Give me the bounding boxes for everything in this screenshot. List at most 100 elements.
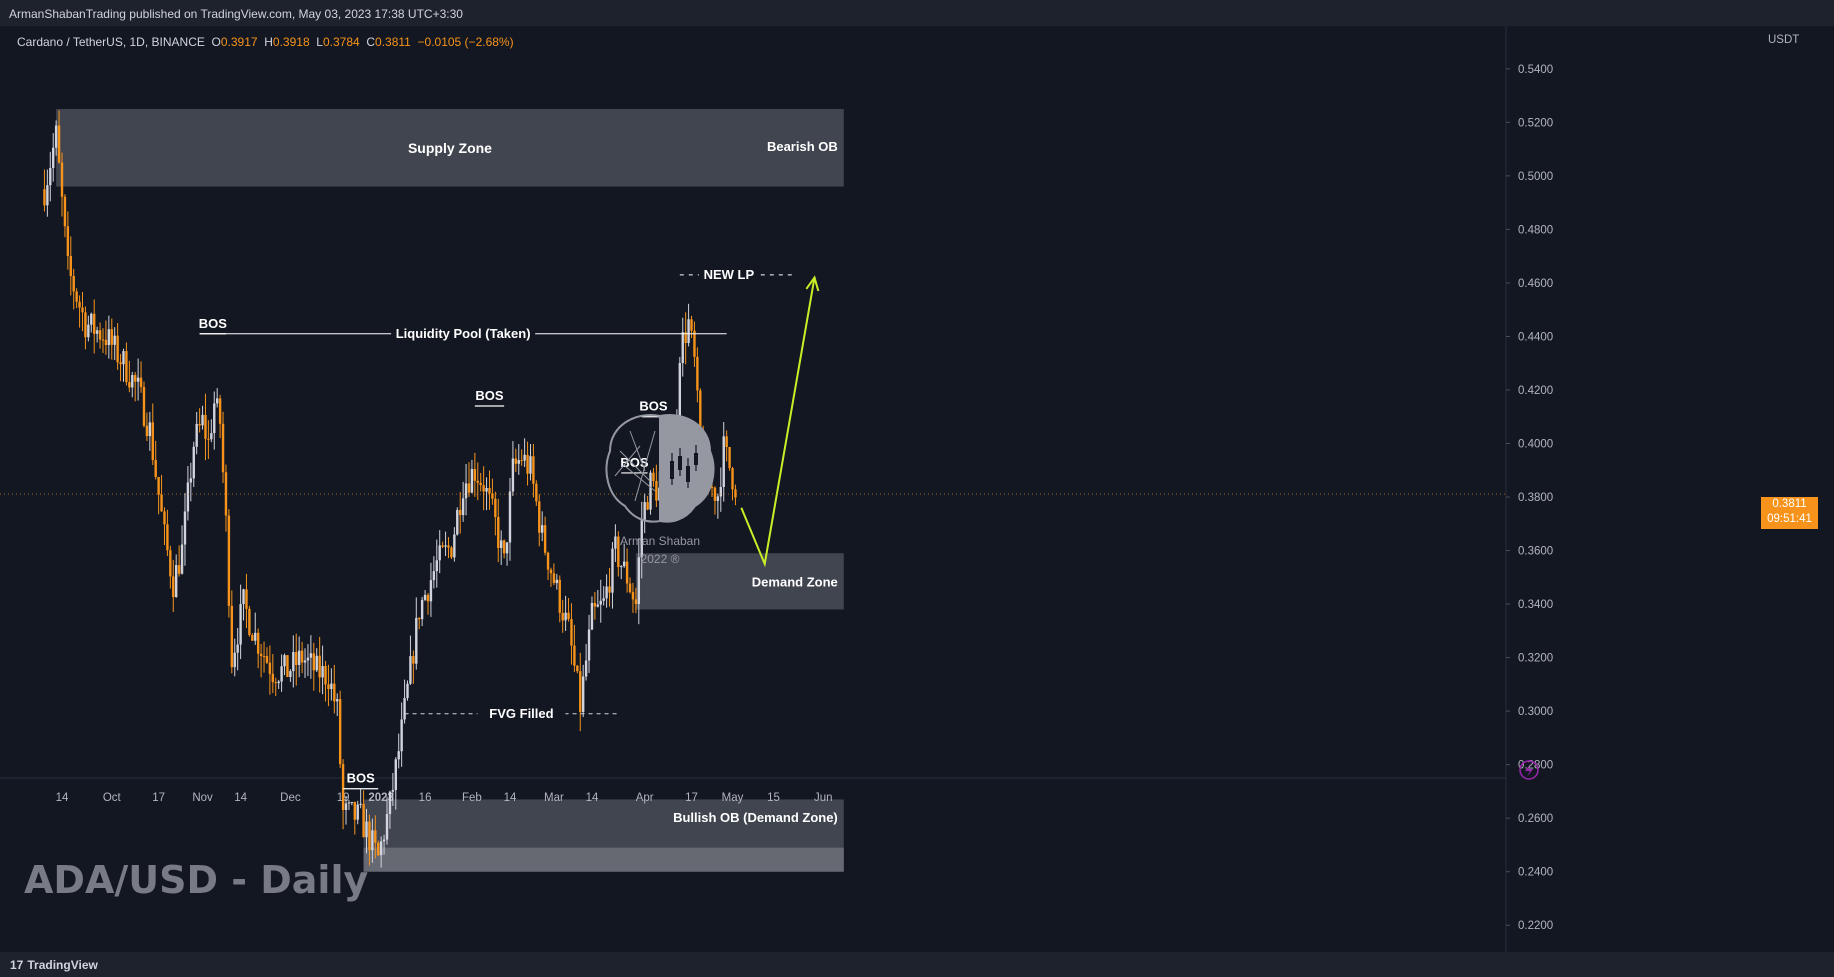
candle-body: [678, 363, 682, 423]
candle-body: [277, 681, 280, 684]
alert-bolt-icon: [1519, 760, 1539, 780]
candle-body: [113, 335, 116, 345]
candle-body: [347, 802, 351, 804]
new-lp-label: NEW LP: [704, 267, 755, 282]
y-tick-label: 0.2600: [1518, 813, 1553, 825]
bos-label: BOS: [639, 399, 668, 414]
candle-body: [382, 839, 386, 842]
x-tick-label: Dec: [280, 792, 301, 804]
candle-body: [420, 599, 424, 620]
candle-body: [511, 458, 515, 492]
candle-body: [485, 487, 488, 492]
chart-area[interactable]: 0.5400 0.5200 0.5000 0.4800 0.4600 0.4400 0.42…: [0, 26, 1834, 952]
bullish-ob-lower-band: [363, 847, 844, 872]
candle-body: [110, 329, 113, 345]
liquidity-pool-label-bg: [391, 324, 536, 343]
candle-body: [734, 489, 737, 498]
candle-body: [576, 665, 579, 672]
candle-body: [508, 491, 512, 543]
close-label: C: [366, 35, 376, 49]
candle-body: [464, 483, 468, 499]
symbol-info: Cardano / TetherUS, 1D, BINANCE O0.3917 …: [17, 35, 514, 49]
candle-body: [336, 699, 339, 702]
bearish-ob-label: Bearish OB: [767, 139, 838, 154]
x-tick-label: Oct: [103, 792, 122, 804]
candle-body: [104, 339, 108, 346]
publish-header: ArmanShabanTrading published on TradingV…: [0, 0, 1834, 26]
candle-body: [344, 803, 348, 810]
candle-body: [81, 307, 84, 313]
candle-body: [210, 433, 213, 440]
bos-label: BOS: [347, 771, 376, 786]
candle-body: [406, 683, 409, 699]
logo-year: 2022 ®: [640, 552, 680, 566]
candle-body: [84, 312, 87, 338]
candle-body: [265, 656, 269, 663]
candle-body: [710, 487, 714, 489]
x-tick-label: Jun: [814, 792, 833, 804]
supply-zone-label: Supply Zone: [408, 140, 492, 156]
candle-body: [526, 454, 529, 474]
candle-body: [233, 652, 236, 668]
candle-body: [289, 671, 292, 677]
chart-watermark-title: ADA/USD - Daily: [24, 858, 369, 902]
candle-body: [687, 319, 690, 344]
x-tick-label: 17: [685, 792, 698, 804]
candle-body: [198, 423, 201, 426]
last-price-tag: 0.3811 09:51:41: [1761, 497, 1818, 529]
candle-body: [590, 602, 594, 630]
candle-body: [546, 552, 550, 570]
candle-body: [397, 751, 400, 760]
low-value: 0.3784: [322, 35, 360, 49]
low-label: L: [316, 35, 323, 49]
candle-body: [459, 509, 462, 516]
candle-body: [573, 645, 576, 666]
tradingview-brand[interactable]: 17 TradingView: [10, 958, 98, 972]
candle-body: [327, 684, 330, 690]
candle-body: [324, 666, 327, 685]
candle-body: [356, 804, 359, 820]
candle-body: [321, 666, 324, 678]
candle-body: [646, 502, 649, 510]
candle-body: [699, 390, 702, 444]
last-price: 0.3811: [1772, 498, 1807, 510]
candle-body: [251, 635, 254, 641]
x-tick-label: Nov: [192, 792, 213, 804]
y-tick-label: 0.3000: [1518, 706, 1553, 718]
candle-body: [476, 480, 479, 483]
candle-body: [186, 482, 190, 512]
y-tick-label: 0.4800: [1518, 224, 1553, 236]
y-tick-label: 0.2200: [1518, 920, 1553, 932]
candle-body: [122, 351, 125, 365]
change-value: −0.0105 (−2.68%): [417, 35, 514, 49]
x-tick-label: 17: [152, 792, 165, 804]
candle-body: [69, 255, 72, 276]
projection-arrowhead: [805, 275, 820, 292]
candle-body: [107, 329, 111, 346]
candle-body: [400, 719, 403, 752]
candle-body: [543, 525, 547, 553]
candle-body: [166, 524, 169, 551]
candle-body: [412, 656, 415, 664]
candle-body: [625, 561, 629, 584]
candle-body: [283, 655, 286, 667]
candle-body: [227, 515, 231, 606]
y-tick-label: 0.2800: [1518, 760, 1553, 772]
candle-body: [681, 332, 684, 364]
candle-body: [391, 789, 395, 792]
candle-body: [254, 632, 257, 641]
currency-label: USDT: [1768, 34, 1800, 46]
publish-info: ArmanShabanTrading published on TradingV…: [9, 7, 463, 21]
candle-body: [271, 673, 275, 683]
symbol-name: Cardano / TetherUS, 1D, BINANCE: [17, 35, 205, 49]
candle-body: [330, 683, 333, 690]
candle-body: [602, 598, 605, 601]
candle-body: [221, 423, 225, 473]
candle-body: [139, 377, 143, 387]
y-tick-label: 0.3400: [1518, 599, 1553, 611]
high-label: H: [264, 35, 273, 49]
candle-body: [350, 801, 354, 803]
candlestick-chart[interactable]: 0.5400 0.5200 0.5000 0.4800 0.4600 0.4400 0.42…: [0, 26, 1834, 952]
candle-body: [371, 830, 374, 851]
y-tick-label: 0.4200: [1518, 385, 1553, 397]
